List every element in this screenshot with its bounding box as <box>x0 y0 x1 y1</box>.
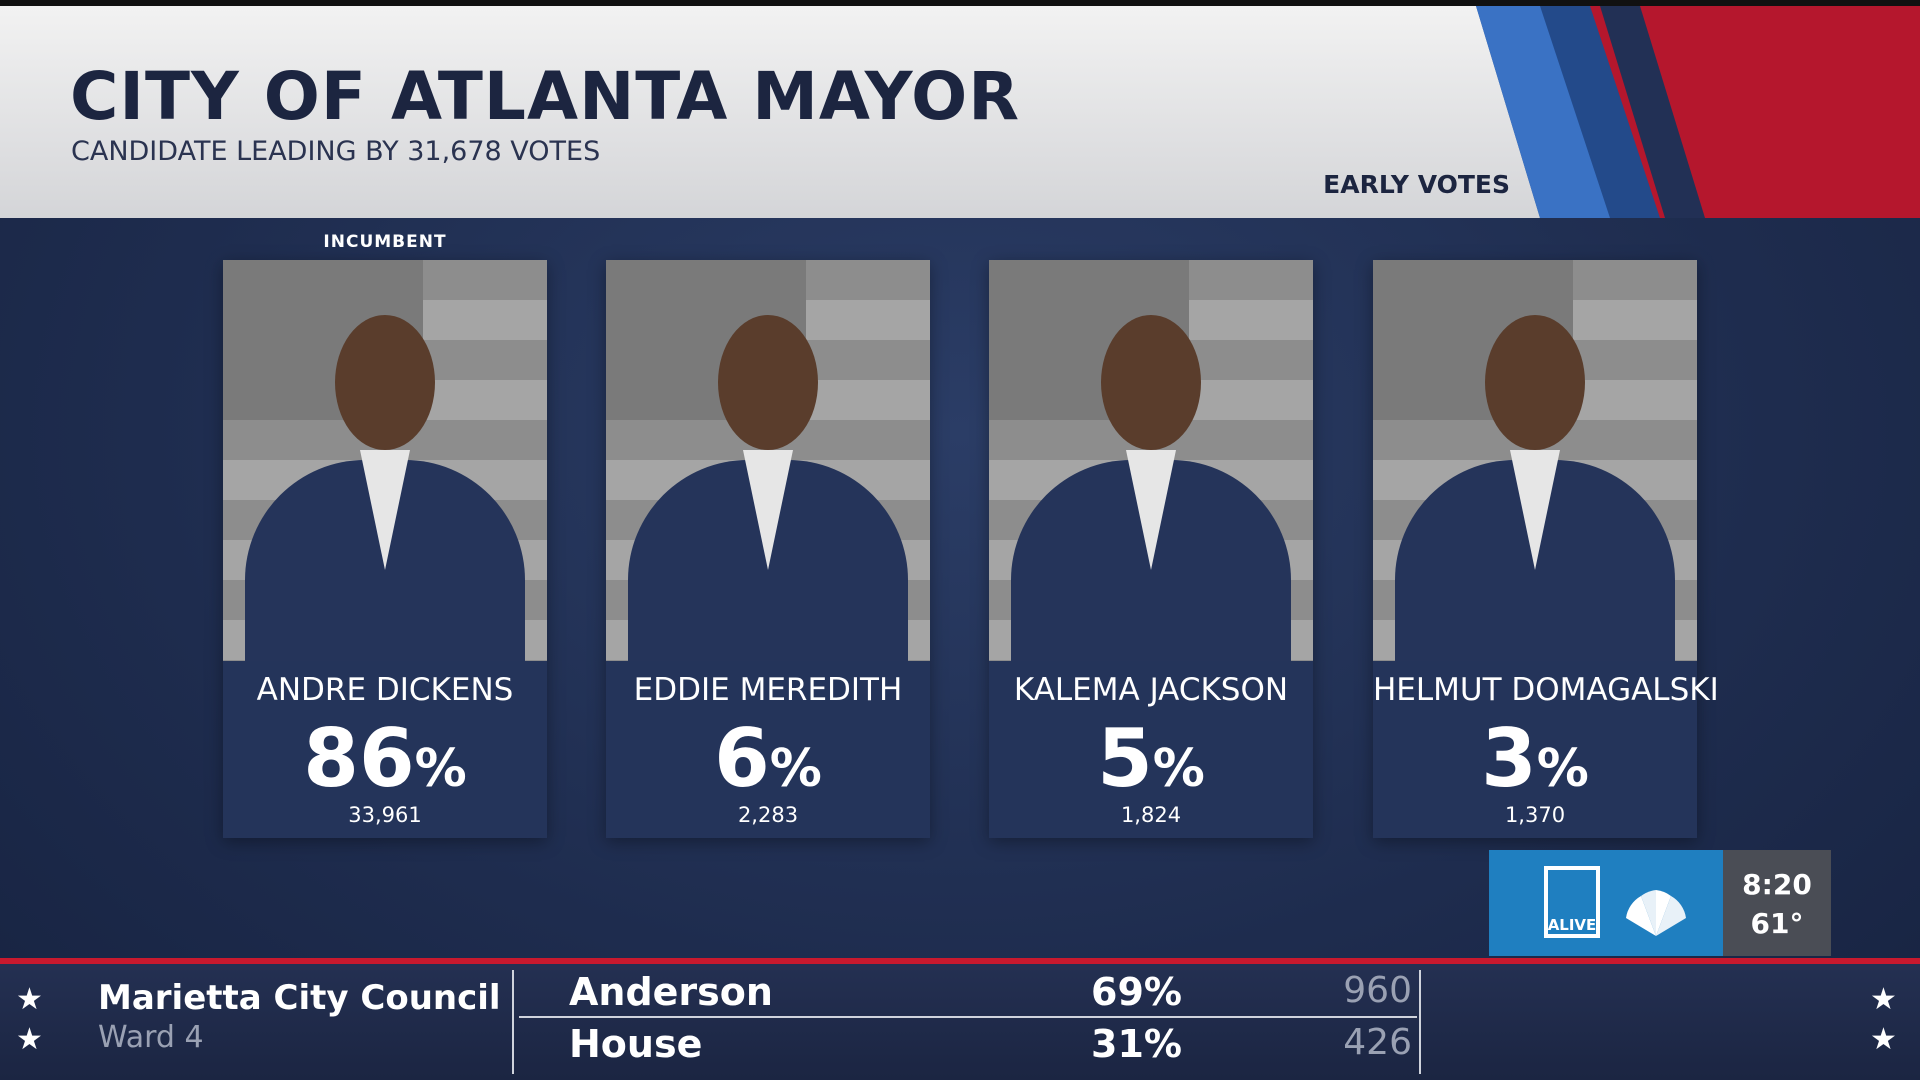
ticker-candidate: House <box>569 1022 703 1066</box>
badge: EARLY VOTES <box>1323 170 1510 199</box>
flag-decoration <box>1476 6 1920 218</box>
photo-head <box>718 315 818 450</box>
title: CITY OF ATLANTA MAYOR <box>70 58 1021 135</box>
station-logo: ALIVE <box>1489 850 1723 956</box>
star: ★ <box>1870 1022 1897 1057</box>
ticker-divider <box>0 958 1920 964</box>
candidate-votes: 1,824 <box>1120 803 1182 827</box>
subtitle: CANDIDATE LEADING BY 31,678 VOTES <box>71 136 601 167</box>
candidate-votes: 33,961 <box>348 803 422 827</box>
candidate-photo <box>989 260 1313 661</box>
row-separator <box>519 1016 1417 1018</box>
separator <box>512 970 514 1074</box>
candidate-votes: 1,370 <box>1504 803 1566 827</box>
ticker-percent: 31% <box>1091 1022 1182 1066</box>
candidate-card: ANDRE DICKENS 86% 33,961 <box>223 260 547 838</box>
district: Ward 4 <box>98 1020 204 1055</box>
candidate-votes: 2,283 <box>737 803 799 827</box>
peacock-icon <box>1626 890 1686 936</box>
race-name: Marietta City Council <box>98 978 501 1018</box>
percent-sign: % <box>1536 739 1589 799</box>
percent-sign: % <box>414 739 467 799</box>
percent-value: 6 <box>714 712 770 805</box>
candidate-name: KALEMA JACKSON <box>1013 672 1289 708</box>
candidate-photo <box>1373 260 1697 661</box>
percent-value: 86 <box>303 712 415 805</box>
star: ★ <box>1870 982 1897 1017</box>
ticker <box>0 964 1920 1080</box>
candidate-card: EDDIE MEREDITH 6% 2,283 <box>606 260 930 838</box>
candidate-name: ANDRE DICKENS <box>256 672 514 708</box>
candidate-card: KALEMA JACKSON 5% 1,824 <box>989 260 1313 838</box>
candidate-percent: 86% <box>223 712 547 805</box>
top-bar <box>0 0 1920 6</box>
ticker-votes: 960 <box>1343 970 1412 1011</box>
candidate-photo <box>606 260 930 661</box>
logo-text: ALIVE <box>1547 916 1597 934</box>
ticker-candidate: Anderson <box>569 970 773 1014</box>
candidate-photo <box>223 260 547 661</box>
candidate-percent: 6% <box>606 712 930 805</box>
clock: 8:20 61° <box>1723 850 1831 956</box>
incumbent-tag: INCUMBENT <box>323 232 447 252</box>
ticker-percent: 69% <box>1091 970 1182 1014</box>
candidate-percent: 5% <box>989 712 1313 805</box>
star: ★ <box>16 982 43 1017</box>
percent-value: 5 <box>1097 712 1153 805</box>
star: ★ <box>16 1022 43 1057</box>
separator <box>1419 970 1421 1074</box>
time: 8:20 <box>1742 868 1812 901</box>
candidate-name: HELMUT DOMAGALSKI <box>1373 672 1719 708</box>
candidate-percent: 3% <box>1373 712 1697 805</box>
photo-head <box>335 315 435 450</box>
percent-sign: % <box>769 739 822 799</box>
temperature: 61° <box>1750 907 1804 940</box>
photo-head <box>1485 315 1585 450</box>
photo-head <box>1101 315 1201 450</box>
candidate-name: EDDIE MEREDITH <box>633 672 903 708</box>
percent-sign: % <box>1152 739 1205 799</box>
percent-value: 3 <box>1481 712 1537 805</box>
candidate-card: HELMUT DOMAGALSKI 3% 1,370 <box>1373 260 1719 838</box>
ticker-votes: 426 <box>1343 1022 1412 1063</box>
